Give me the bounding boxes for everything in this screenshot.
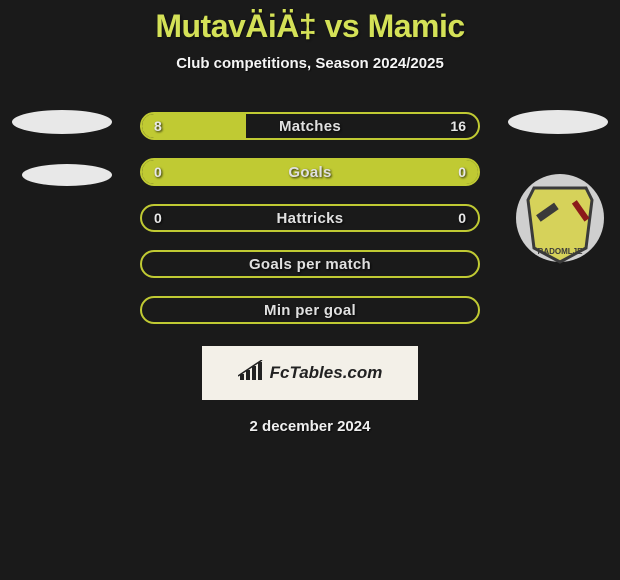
shield-icon: RADOMLJE: [514, 172, 606, 264]
bar-value-left: 8: [154, 118, 162, 134]
bar-label: Goals per match: [249, 256, 371, 273]
bar-label: Matches: [279, 118, 341, 135]
page-title: MutavÄiÄ‡ vs Mamic: [0, 8, 620, 45]
brand-label: FcTables.com: [270, 363, 383, 383]
bar-min-per-goal: Min per goal: [140, 296, 480, 324]
comparison-bars: 8 Matches 16 0 Goals 0 0 Hattricks 0 Goa…: [140, 112, 480, 324]
bar-value-right: 0: [458, 210, 466, 226]
brand-box[interactable]: FcTables.com: [202, 346, 418, 400]
club-badge-right: RADOMLJE: [514, 172, 606, 264]
bar-value-right: 0: [458, 164, 466, 180]
bar-value-right: 16: [450, 118, 466, 134]
svg-text:RADOMLJE: RADOMLJE: [538, 247, 584, 256]
bar-value-left: 0: [154, 210, 162, 226]
avatar-placeholder-icon: [508, 110, 608, 134]
bar-chart-icon: [238, 360, 264, 387]
bar-matches: 8 Matches 16: [140, 112, 480, 140]
bar-label: Goals: [288, 164, 331, 181]
bar-label: Min per goal: [264, 302, 356, 319]
bar-goals: 0 Goals 0: [140, 158, 480, 186]
bar-label: Hattricks: [277, 210, 344, 227]
header: MutavÄiÄ‡ vs Mamic Club competitions, Se…: [0, 0, 620, 72]
date-label: 2 december 2024: [0, 418, 620, 435]
page-subtitle: Club competitions, Season 2024/2025: [0, 55, 620, 72]
stats-area: RADOMLJE 8 Matches 16 0 Goals 0 0 Hattri…: [0, 112, 620, 435]
bar-hattricks: 0 Hattricks 0: [140, 204, 480, 232]
bar-goals-per-match: Goals per match: [140, 250, 480, 278]
bar-value-left: 0: [154, 164, 162, 180]
avatar-placeholder-icon: [22, 164, 112, 186]
avatar-placeholder-icon: [12, 110, 112, 134]
player-avatar-left: [12, 102, 112, 202]
